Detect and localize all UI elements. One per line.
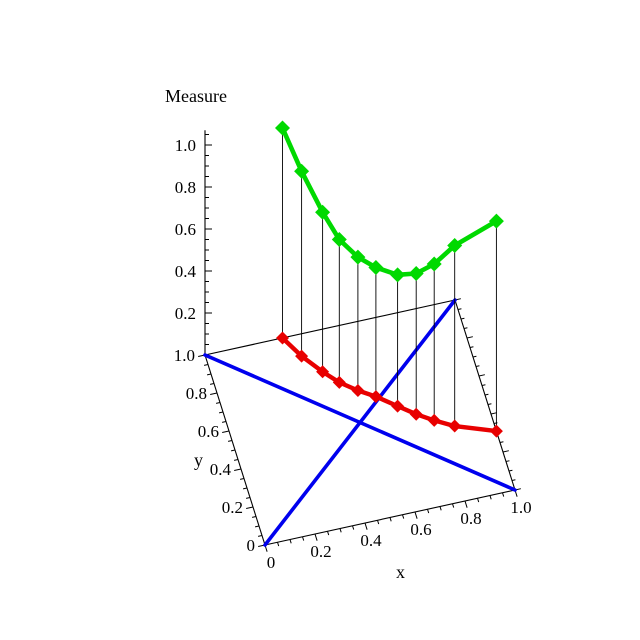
svg-text:0.8: 0.8 xyxy=(175,178,196,197)
stems xyxy=(282,127,497,432)
svg-text:0.2: 0.2 xyxy=(175,304,196,323)
svg-text:0.8: 0.8 xyxy=(186,384,207,403)
svg-text:0.6: 0.6 xyxy=(175,220,196,239)
x-axis-ticks xyxy=(264,489,518,552)
svg-text:1.0: 1.0 xyxy=(174,346,195,365)
measure-axis-tick-labels: 0.2 0.4 0.6 0.8 1.0 xyxy=(175,136,197,323)
measure-axis xyxy=(204,130,212,355)
svg-text:0: 0 xyxy=(247,536,256,555)
y-axis-title: y xyxy=(194,450,203,470)
svg-text:1.0: 1.0 xyxy=(510,498,531,517)
x-axis-title: x xyxy=(396,562,405,582)
svg-text:0.2: 0.2 xyxy=(310,542,331,561)
svg-text:0.4: 0.4 xyxy=(210,460,232,479)
svg-text:0.4: 0.4 xyxy=(175,262,197,281)
measure-curve xyxy=(275,120,504,283)
svg-text:0.2: 0.2 xyxy=(222,498,243,517)
y-axis-ticks xyxy=(198,354,266,547)
base-diagonals xyxy=(203,298,517,547)
front-curve xyxy=(276,331,503,438)
x-axis-tick-labels: 0 0.2 0.4 0.6 0.8 1.0 xyxy=(267,498,532,572)
y-axis-tick-labels: 00.2 0.4 0.6 0.8 1.0 xyxy=(174,346,255,555)
svg-text:0.4: 0.4 xyxy=(360,531,382,550)
svg-text:1.0: 1.0 xyxy=(175,136,196,155)
svg-text:0.6: 0.6 xyxy=(410,520,431,539)
svg-text:0: 0 xyxy=(267,553,276,572)
svg-text:0.8: 0.8 xyxy=(460,509,481,528)
svg-text:0.6: 0.6 xyxy=(198,422,219,441)
right-edge-ticks xyxy=(454,298,521,491)
measure-axis-title: Measure xyxy=(165,86,227,106)
